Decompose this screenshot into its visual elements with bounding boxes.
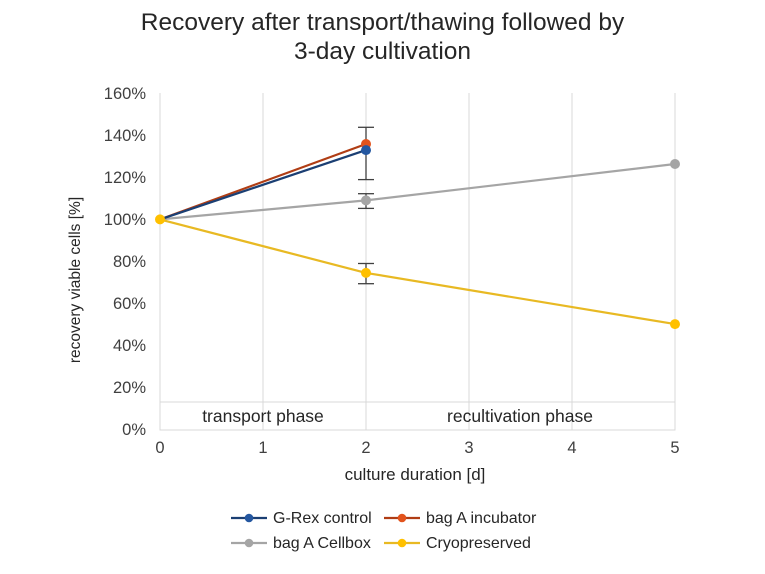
svg-text:2: 2	[361, 439, 370, 457]
svg-text:recultivation phase: recultivation phase	[447, 406, 593, 426]
svg-text:20%: 20%	[113, 379, 146, 397]
svg-text:bag A incubator: bag A incubator	[426, 510, 537, 527]
svg-text:culture duration [d]: culture duration [d]	[345, 465, 486, 484]
svg-text:1: 1	[258, 439, 267, 457]
svg-text:160%: 160%	[104, 85, 147, 103]
svg-text:bag A Cellbox: bag A Cellbox	[273, 535, 371, 552]
svg-text:0%: 0%	[122, 421, 146, 439]
svg-text:5: 5	[670, 439, 679, 457]
svg-text:140%: 140%	[104, 127, 147, 145]
svg-text:80%: 80%	[113, 253, 146, 271]
svg-text:100%: 100%	[104, 211, 147, 229]
svg-text:Cryopreserved: Cryopreserved	[426, 535, 531, 552]
svg-text:transport phase: transport phase	[202, 406, 324, 426]
svg-text:recovery viable cells [%]: recovery viable cells [%]	[67, 197, 84, 363]
svg-text:4: 4	[567, 439, 576, 457]
svg-text:40%: 40%	[113, 337, 146, 355]
svg-text:60%: 60%	[113, 295, 146, 313]
svg-text:3: 3	[464, 439, 473, 457]
svg-text:G-Rex control: G-Rex control	[273, 510, 372, 527]
svg-text:0: 0	[155, 439, 164, 457]
svg-text:120%: 120%	[104, 169, 147, 187]
